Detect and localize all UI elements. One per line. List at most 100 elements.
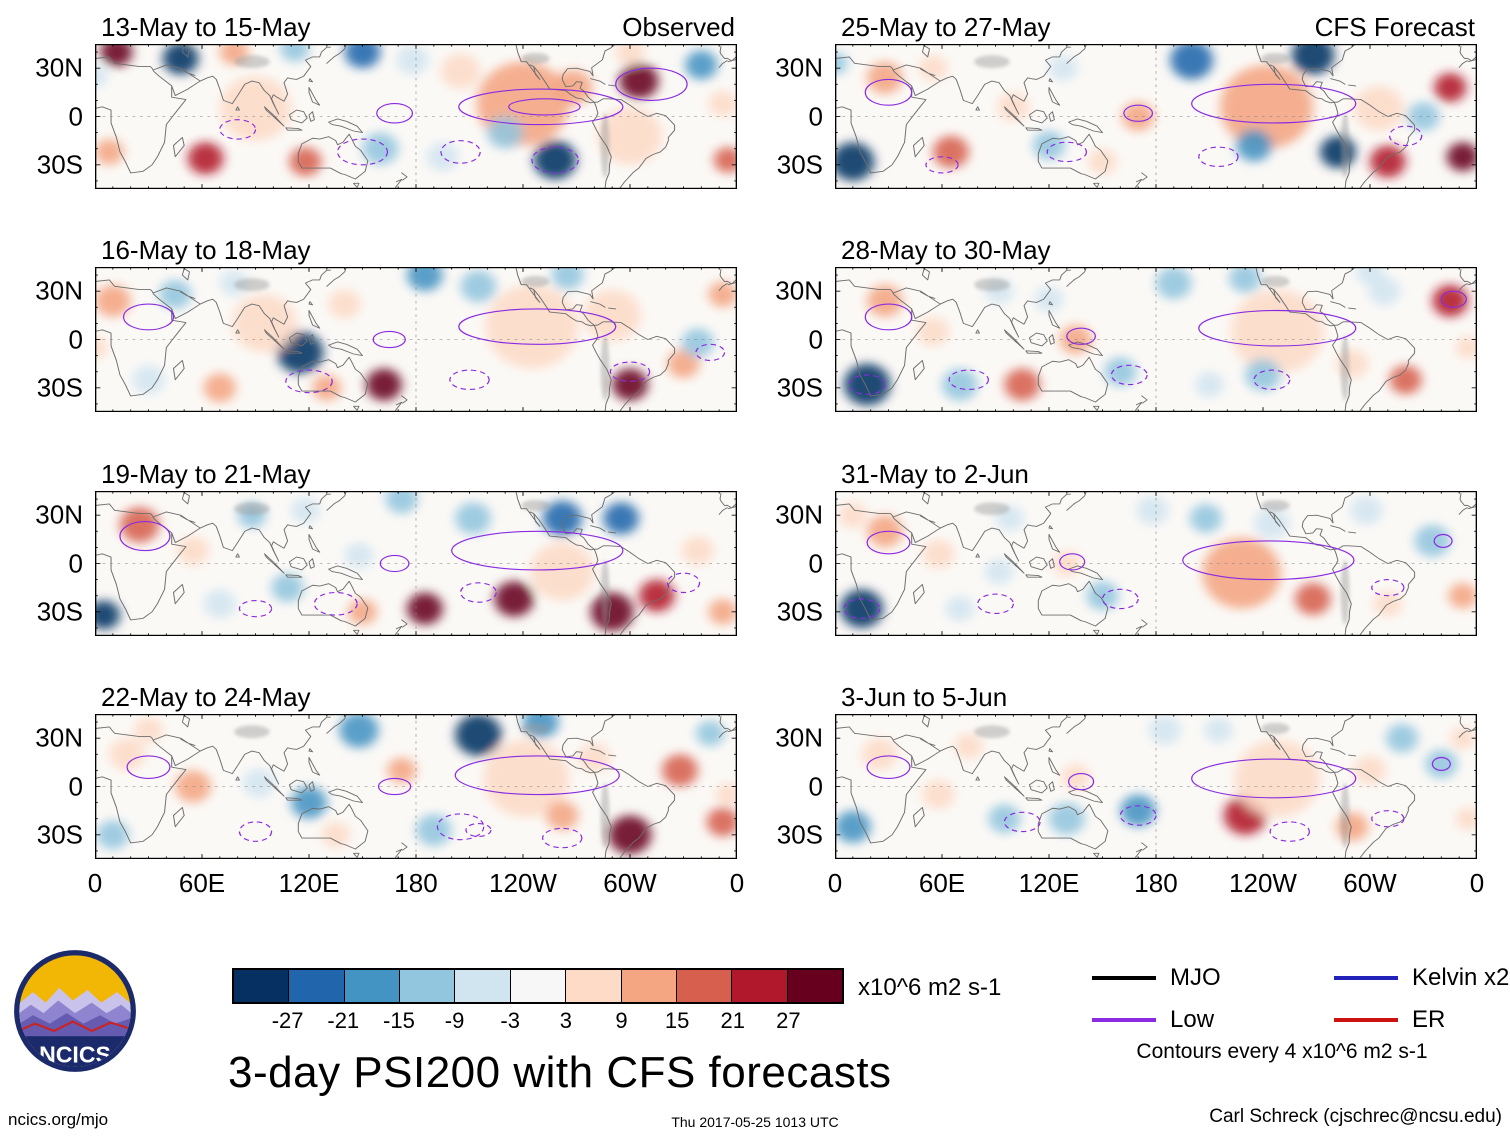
ncics-logo: NCICS	[14, 950, 136, 1072]
panel-title: 28-May to 30-May	[841, 235, 1051, 265]
map-canvas	[835, 44, 1477, 189]
gridlines	[95, 714, 737, 859]
topography-mask	[234, 52, 610, 178]
panel-title: 31-May to 2-Jun	[841, 459, 1029, 489]
y-axis-label: 0	[808, 548, 823, 578]
colorbar-segment	[675, 970, 732, 1002]
y-axis-label: 30N	[775, 275, 823, 306]
legend-label: MJO	[1170, 964, 1221, 991]
map-panel: 16-May to 18-May 30N 0 30S	[35, 229, 737, 412]
y-axis-label: 30S	[36, 149, 83, 180]
map-canvas	[95, 44, 737, 189]
legend-line-low	[1092, 1018, 1156, 1022]
colorbar-tick-label: 9	[615, 1008, 628, 1033]
y-axis-label: 30N	[35, 275, 83, 306]
legend-line-mjo	[1092, 976, 1156, 980]
map-canvas	[95, 491, 737, 636]
y-axis-label: 30N	[775, 499, 823, 530]
panel-title: 3-Jun to 5-Jun	[841, 682, 1008, 712]
y-axis-label: 30N	[775, 722, 823, 753]
colorbar-tick-label: -27	[271, 1008, 304, 1033]
y-axis-label: 30N	[35, 52, 83, 83]
colorbar-segment	[509, 970, 566, 1002]
map-panel: 28-May to 30-May 30N 0 30S	[775, 229, 1477, 412]
x-axis-label: 120E	[278, 868, 340, 898]
topography-mask	[234, 499, 610, 625]
topography-mask	[234, 275, 610, 401]
footer-url: ncics.org/mjo	[8, 1110, 109, 1129]
legend-label: Kelvin x2	[1412, 964, 1510, 991]
gridlines	[95, 267, 737, 412]
colorbar-tick-label: -21	[327, 1008, 360, 1033]
map-canvas	[95, 714, 737, 859]
y-axis-label: 30S	[36, 819, 83, 850]
wave-contours	[126, 755, 620, 849]
y-axis-label: 30S	[776, 149, 823, 180]
gridlines	[835, 714, 1477, 859]
x-axis-label: 120W	[489, 868, 557, 898]
panel-title: 19-May to 21-May	[101, 459, 311, 489]
colorbar-labels: -27 -21 -15 -9 -3 3 9 15 21 27	[232, 1008, 844, 1034]
y-axis-label: 0	[68, 101, 83, 131]
y-axis-label: 30S	[776, 596, 823, 627]
x-axis-right: 0 60E 120E 180 120W 60W 0	[828, 868, 1484, 900]
colorbar-segment	[343, 970, 400, 1002]
y-axis-label: 0	[808, 324, 823, 354]
map-canvas	[835, 491, 1477, 636]
x-axis-label: 60E	[178, 868, 226, 898]
y-axis-label: 30N	[775, 52, 823, 83]
legend-label: Low	[1170, 1006, 1215, 1033]
topography-mask	[974, 275, 1350, 401]
legend-note: Contours every 4 x10^6 m2 s-1	[1136, 1040, 1428, 1063]
map-canvas	[95, 267, 737, 412]
colorbar-tick-label: -3	[500, 1008, 520, 1033]
y-axis-label: 0	[68, 548, 83, 578]
map-panel: 13-May to 15-May Observed 30N 0 30S	[35, 6, 737, 189]
y-axis-label: 30N	[35, 722, 83, 753]
map-panel: 31-May to 2-Jun 30N 0 30S	[775, 453, 1477, 636]
x-axis-label: 180	[394, 868, 438, 898]
colorbar-segment	[399, 970, 455, 1002]
y-axis-label: 30S	[776, 372, 823, 403]
x-axis-label: 120E	[1018, 868, 1080, 898]
y-axis-label: 0	[808, 101, 823, 131]
y-axis-label: 30S	[36, 372, 83, 403]
x-axis-label: 0	[729, 868, 745, 898]
wave-contours	[864, 78, 1423, 174]
panel-title: 22-May to 24-May	[101, 682, 311, 712]
gridlines	[95, 491, 737, 636]
x-axis-label: 0	[1469, 868, 1485, 898]
x-axis-label: 60W	[603, 868, 657, 898]
y-axis-label: 0	[68, 771, 83, 801]
panel-title: 13-May to 15-May	[101, 12, 311, 42]
map-canvas	[835, 714, 1477, 859]
x-axis-label: 120W	[1229, 868, 1297, 898]
wave-contours	[866, 755, 1451, 842]
x-axis-left: 0 60E 120E 180 120W 60W 0	[88, 868, 744, 900]
colorbar-tick-label: -9	[444, 1008, 465, 1033]
topography-mask	[234, 722, 610, 848]
map-panel: 22-May to 24-May 30N 0 30S	[35, 676, 737, 859]
panel-title: 16-May to 18-May	[101, 235, 311, 265]
topography-mask	[974, 722, 1350, 848]
forecast-header: CFS Forecast	[1314, 12, 1475, 42]
y-axis-label: 0	[68, 324, 83, 354]
colorbar-tick-label: 3	[559, 1008, 572, 1033]
colorbar-segment	[565, 970, 621, 1002]
colorbar-segment	[786, 970, 842, 1002]
colorbar-segment	[620, 970, 676, 1002]
observed-column: 13-May to 15-May Observed 30N 0 30S 16-May t…	[35, 0, 737, 860]
colorbar-tick-label: 27	[776, 1008, 801, 1033]
x-axis-label: 180	[1134, 868, 1178, 898]
wave-contours	[219, 67, 688, 174]
colorbar-segment	[288, 970, 344, 1002]
wave-contours	[848, 290, 1467, 395]
map-canvas	[835, 267, 1477, 412]
y-axis-label: 30N	[35, 499, 83, 530]
colorbar-segment	[731, 970, 787, 1002]
topography-mask	[974, 499, 1350, 625]
legend-label: ER	[1412, 1006, 1446, 1033]
y-axis-label: 30S	[36, 596, 83, 627]
x-axis-label: 60W	[1343, 868, 1397, 898]
